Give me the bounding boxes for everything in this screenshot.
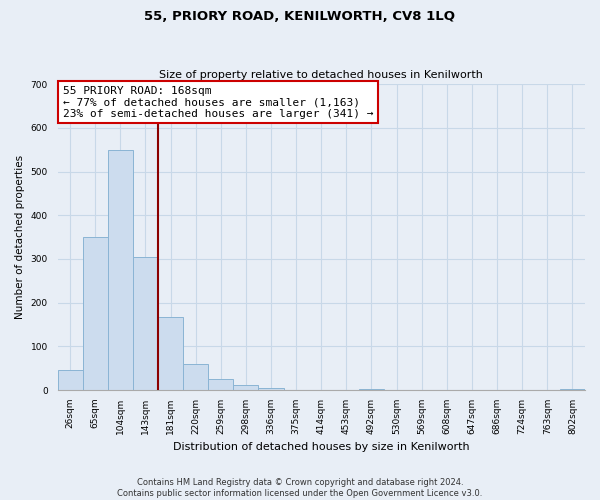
Bar bbox=[133, 257, 158, 390]
Title: Size of property relative to detached houses in Kenilworth: Size of property relative to detached ho… bbox=[160, 70, 483, 81]
Bar bbox=[259, 388, 284, 390]
Text: 55 PRIORY ROAD: 168sqm
← 77% of detached houses are smaller (1,163)
23% of semi-: 55 PRIORY ROAD: 168sqm ← 77% of detached… bbox=[63, 86, 373, 119]
Bar bbox=[233, 386, 259, 390]
Y-axis label: Number of detached properties: Number of detached properties bbox=[15, 155, 25, 319]
Bar bbox=[158, 316, 183, 390]
Bar bbox=[58, 370, 83, 390]
Bar bbox=[560, 389, 585, 390]
Text: 55, PRIORY ROAD, KENILWORTH, CV8 1LQ: 55, PRIORY ROAD, KENILWORTH, CV8 1LQ bbox=[145, 10, 455, 23]
X-axis label: Distribution of detached houses by size in Kenilworth: Distribution of detached houses by size … bbox=[173, 442, 470, 452]
Bar bbox=[83, 237, 108, 390]
Bar bbox=[208, 379, 233, 390]
Bar bbox=[183, 364, 208, 390]
Bar bbox=[108, 150, 133, 390]
Text: Contains HM Land Registry data © Crown copyright and database right 2024.
Contai: Contains HM Land Registry data © Crown c… bbox=[118, 478, 482, 498]
